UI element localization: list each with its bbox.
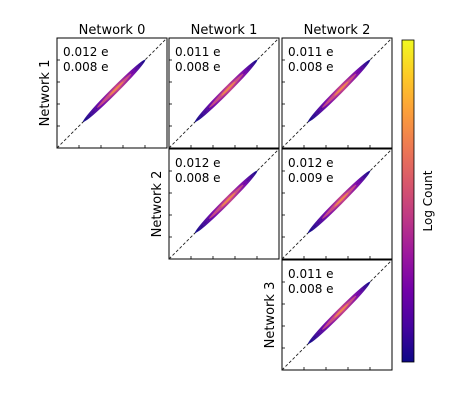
- density-blob: [307, 281, 371, 345]
- panel-error-2: 0.008 e: [175, 60, 221, 74]
- panel-error-1: 0.011 e: [175, 45, 221, 59]
- panel-error-2: 0.008 e: [288, 60, 334, 74]
- panel-error-1: 0.012 e: [63, 45, 109, 59]
- colorbar: [401, 39, 415, 363]
- column-title-1: Network 1: [191, 23, 258, 38]
- panel-r1-c2: [281, 148, 393, 260]
- panel-error-2: 0.009 e: [288, 171, 334, 185]
- panel-error-2: 0.008 e: [63, 60, 109, 74]
- row-label-0: Network 1: [38, 60, 53, 127]
- row-label-2: Network 3: [263, 282, 278, 349]
- panel-error-1: 0.012 e: [288, 156, 334, 170]
- panel-r2-c2: [281, 259, 393, 371]
- density-blob: [194, 170, 258, 234]
- density-blob: [307, 170, 371, 234]
- density-blob: [82, 59, 146, 123]
- panel-r0-c2: [281, 37, 393, 149]
- density-blob: [194, 59, 258, 123]
- column-title-2: Network 2: [304, 23, 371, 38]
- panel-r1-c1: [168, 148, 280, 260]
- panel-r0-c1: [168, 37, 280, 149]
- density-blob: [307, 59, 371, 123]
- panel-error-2: 0.008 e: [175, 171, 221, 185]
- panel-r0-c0: [56, 37, 168, 149]
- column-title-0: Network 0: [79, 23, 146, 38]
- panel-error-1: 0.012 e: [175, 156, 221, 170]
- panel-error-1: 0.011 e: [288, 45, 334, 59]
- panel-error-2: 0.008 e: [288, 282, 334, 296]
- panel-error-1: 0.011 e: [288, 267, 334, 281]
- colorbar-label: Log Count: [421, 170, 435, 231]
- row-label-1: Network 2: [150, 171, 165, 238]
